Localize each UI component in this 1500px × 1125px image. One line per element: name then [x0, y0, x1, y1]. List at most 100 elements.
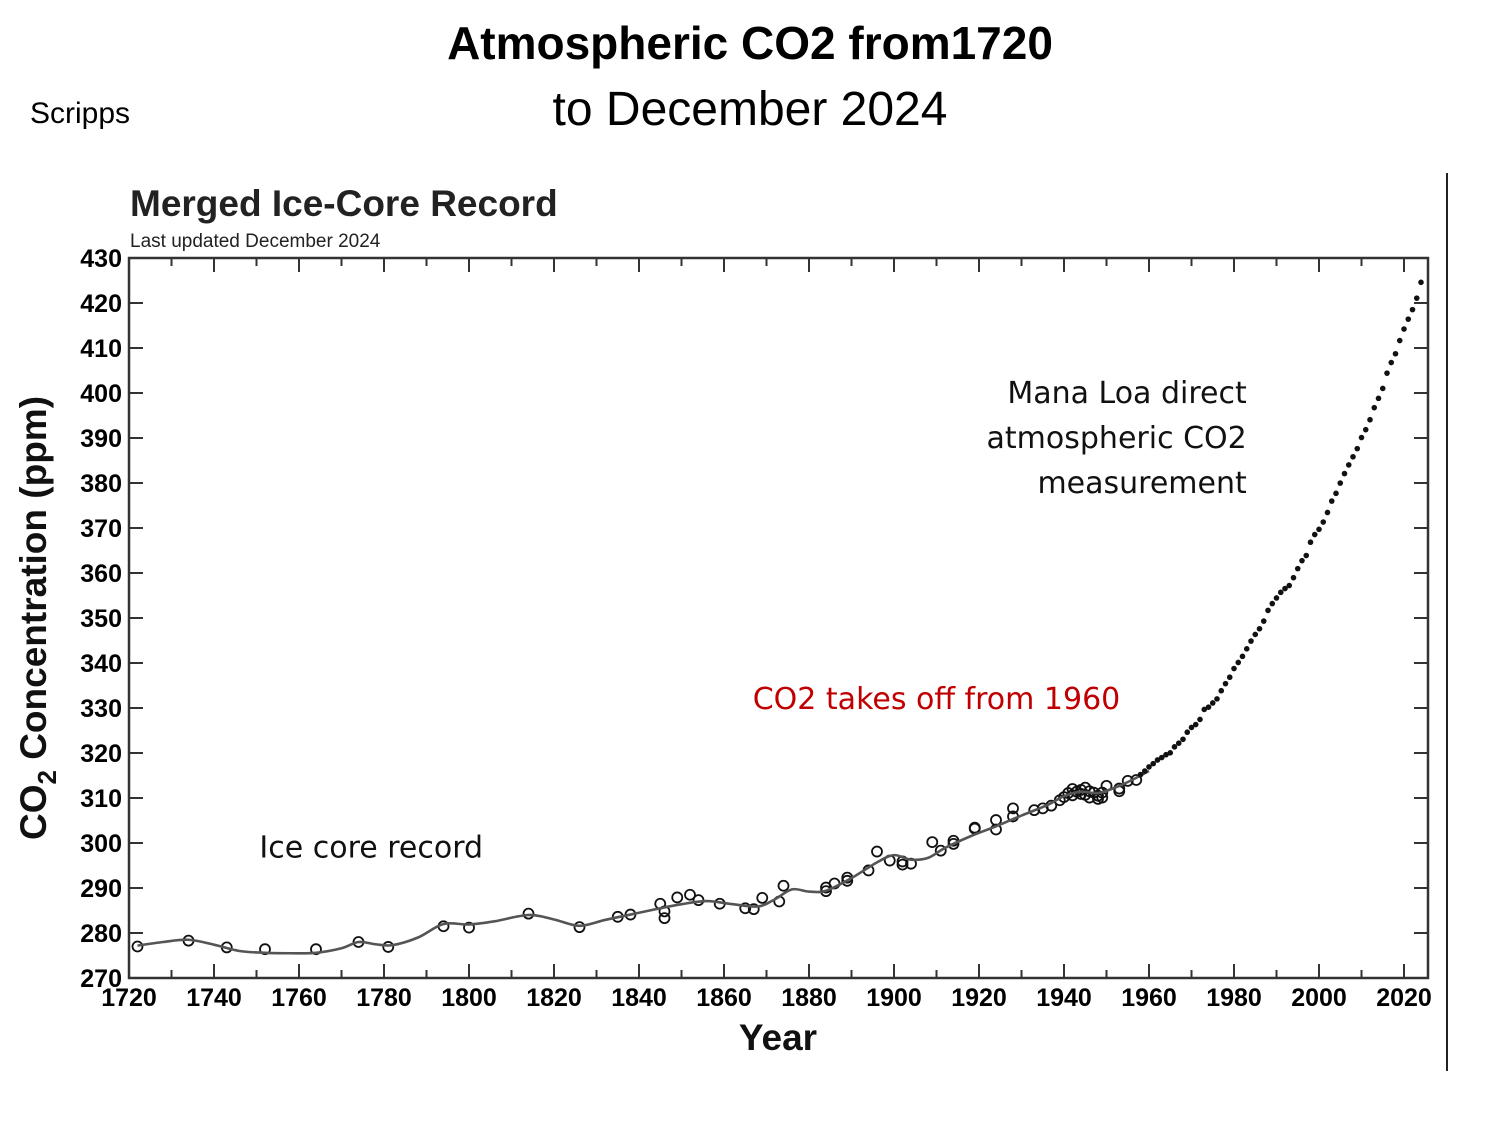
- annotation-layer: Ice core record CO2 takes off from 1960 Ma…: [259, 376, 1247, 866]
- x-tick-label: 1900: [866, 984, 922, 1012]
- mauna-loa-point: [1277, 589, 1284, 596]
- y-tick-label: 320: [80, 740, 122, 768]
- y-tick-label: 290: [80, 875, 122, 903]
- mauna-loa-point: [1231, 665, 1237, 672]
- ice-core-point: [382, 941, 395, 953]
- x-tick-label: 1800: [441, 984, 497, 1012]
- mauna-loa-point: [1350, 453, 1356, 460]
- x-tick-label: 1820: [526, 984, 582, 1012]
- mauna-loa-point: [1337, 480, 1344, 486]
- ice-core-point: [573, 921, 586, 934]
- mauna-loa-point: [1311, 531, 1318, 538]
- mauna-loa-point: [1188, 724, 1195, 731]
- mauna-loa-point: [1171, 744, 1178, 750]
- mauna-loa-point: [1243, 646, 1250, 652]
- mauna-loa-point: [1197, 716, 1203, 723]
- mauna-loa-point: [1150, 760, 1157, 767]
- y-tick-label: 430: [80, 245, 122, 273]
- spline-fit-line: [137, 769, 1150, 955]
- mauna-loa-point: [1384, 370, 1390, 376]
- y-tick-label: 270: [80, 965, 122, 993]
- chart-title: Merged Ice-Core Record: [130, 183, 558, 224]
- mauna-loa-point: [1180, 736, 1186, 743]
- ice-core-point: [671, 891, 684, 904]
- x-tick-label: 1760: [271, 984, 327, 1012]
- mauna-loa-point: [1260, 618, 1267, 624]
- mauna-loa-point: [1256, 625, 1263, 632]
- mauna-loa-point: [1141, 768, 1148, 774]
- mauna-loa-point: [1218, 687, 1225, 694]
- x-tick-label: 1920: [951, 984, 1007, 1012]
- x-tick-label: 1880: [781, 984, 837, 1012]
- mauna-loa-point: [1226, 674, 1233, 681]
- y-axis-ticks: [129, 257, 1428, 979]
- y-axis-title-rest: Concentration (ppm): [13, 396, 54, 770]
- mauna-loa-point: [1316, 526, 1322, 533]
- mauna-loa-point: [1375, 395, 1382, 402]
- ice-core-point: [131, 940, 144, 953]
- mauna-loa-point: [1239, 653, 1246, 660]
- series-layer: [131, 279, 1424, 956]
- mauna-loa-point: [1307, 539, 1314, 546]
- mauna-loa-point: [1392, 350, 1399, 357]
- x-tick-label: 1740: [186, 984, 242, 1012]
- y-axis-labels: 270 280 290 300 310 320 330 340 350 360 370 380 390 4…: [80, 245, 122, 993]
- source-label: Scripps: [30, 97, 131, 130]
- x-axis-ticks: [128, 258, 1405, 978]
- y-tick-label: 300: [80, 830, 122, 858]
- mauna-loa-point: [1341, 470, 1348, 477]
- mauna-loa-point: [1409, 306, 1416, 313]
- mauna-loa-point: [1299, 557, 1305, 564]
- x-tick-label: 1840: [611, 984, 667, 1012]
- mauna-loa-point: [1294, 565, 1301, 572]
- y-tick-label: 400: [80, 380, 122, 408]
- mauna-loa-point: [1303, 552, 1310, 559]
- mauna-loa-point: [1328, 498, 1335, 504]
- ice-core-point: [947, 838, 960, 850]
- slide-subtitle: to December 2024: [552, 83, 948, 136]
- x-axis-labels: 1720 1740 1760 1780 1800 1820 1840 1860 1880 1900…: [101, 984, 1432, 1012]
- ice-core-point: [658, 912, 671, 925]
- ice-core-point: [739, 902, 752, 915]
- ice-core-point: [310, 943, 322, 956]
- ice-core-point: [841, 874, 854, 887]
- x-tick-label: 1780: [356, 984, 412, 1012]
- y-tick-label: 310: [80, 785, 122, 813]
- mauna-loa-point: [1154, 757, 1161, 763]
- mauna-loa-point: [1214, 696, 1220, 702]
- y-tick-label: 280: [80, 920, 122, 948]
- x-axis-title: Year: [739, 1017, 817, 1058]
- mauna-loa-point: [1379, 385, 1386, 392]
- ice-core-point: [463, 921, 475, 934]
- mauna-loa-point: [1235, 659, 1242, 666]
- mauna-loa-point: [1222, 680, 1229, 687]
- mauna-loa-point: [1286, 582, 1293, 589]
- chart-annotation: atmospheric CO2: [987, 421, 1247, 456]
- ice-core-point: [777, 879, 790, 892]
- x-tick-label: 2020: [1376, 984, 1432, 1012]
- mauna-loa-point: [1201, 706, 1208, 713]
- ice-core-point: [259, 943, 271, 956]
- mauna-loa-point: [1396, 337, 1403, 344]
- mauna-loa-point: [1324, 509, 1331, 516]
- x-tick-label: 1720: [101, 984, 157, 1012]
- mauna-loa-point: [1175, 740, 1182, 746]
- mauna-loa-point: [1354, 445, 1361, 452]
- chart-annotation: Ice core record: [259, 831, 483, 866]
- mauna-loa-point: [1205, 704, 1212, 710]
- slide-title: Atmospheric CO2 from1720: [447, 17, 1053, 69]
- y-tick-label: 410: [80, 335, 122, 363]
- y-tick-label: 370: [80, 515, 122, 543]
- x-tick-label: 1940: [1036, 984, 1092, 1012]
- ice-core-point: [1028, 804, 1041, 817]
- divider-line: [1446, 173, 1448, 1071]
- mauna-loa-point: [1273, 595, 1280, 601]
- mauna-loa-point: [1320, 519, 1327, 525]
- ice-core-point: [871, 845, 883, 858]
- ice-core-point: [934, 844, 947, 857]
- ice-core-point: [1007, 802, 1019, 815]
- ice-core-point: [747, 903, 760, 916]
- y-tick-label: 340: [80, 650, 122, 678]
- x-tick-label: 1960: [1121, 984, 1177, 1012]
- mauna-loa-point: [1167, 750, 1174, 756]
